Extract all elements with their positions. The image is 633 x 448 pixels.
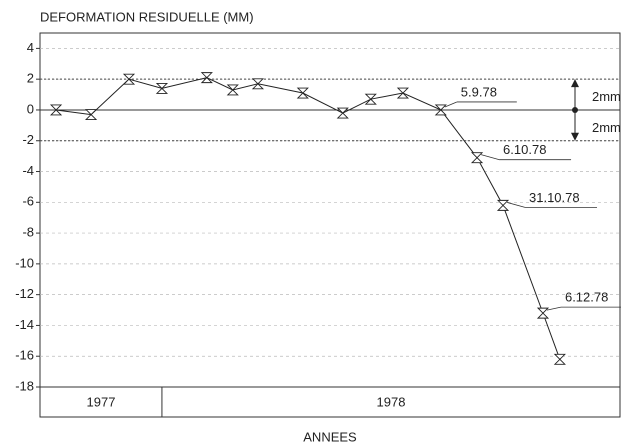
point-marker	[336, 107, 349, 119]
year-label: 1978	[377, 394, 406, 409]
y-tick-label: -16	[15, 348, 34, 363]
annotation-leader	[480, 154, 500, 161]
y-tick-label: 0	[27, 101, 34, 116]
point-marker	[470, 152, 484, 164]
point-marker	[536, 307, 550, 319]
point-marker	[84, 109, 98, 121]
point-marker	[251, 78, 264, 90]
frame	[39, 32, 621, 418]
annotation: 6.10.78	[503, 142, 546, 157]
chart-title: DEFORMATION RESIDUELLE (MM)	[40, 9, 254, 24]
annotation-leader	[444, 101, 457, 108]
y-tick-label: -10	[15, 255, 34, 270]
point-marker	[155, 82, 169, 94]
point-marker	[296, 87, 309, 99]
annotation: 6.12.78	[565, 290, 608, 305]
y-tick-label: -6	[22, 194, 34, 209]
annotation: 5.9.78	[461, 84, 497, 99]
arrow-head	[571, 132, 579, 141]
x-axis-label: ANNEES	[303, 429, 357, 444]
point-marker	[496, 199, 510, 211]
y-tick-label: -2	[22, 132, 34, 147]
band-label: 2mm	[592, 120, 621, 135]
point-marker	[364, 93, 377, 105]
point-marker	[122, 73, 136, 85]
y-tick-label: -8	[22, 225, 34, 240]
band-label: 2mm	[592, 89, 621, 104]
y-tick-label: -18	[15, 378, 34, 393]
year-label: 1977	[87, 394, 116, 409]
point-marker	[226, 84, 239, 96]
y-tick-label: -4	[22, 163, 34, 178]
arrow-head	[571, 79, 579, 88]
point-marker	[200, 72, 213, 84]
annotation: 31.10.78	[529, 190, 580, 205]
point-marker	[434, 104, 447, 116]
annotation-leader	[546, 306, 562, 311]
point-marker	[49, 104, 63, 116]
y-tick-label: -14	[15, 317, 34, 332]
band-center	[572, 106, 578, 113]
annotation-leader	[506, 201, 526, 208]
y-tick-label: 4	[27, 40, 34, 55]
data-line	[55, 77, 561, 360]
y-tick-label: -12	[15, 286, 34, 301]
point-marker	[553, 353, 566, 365]
y-tick-label: 2	[27, 71, 34, 86]
point-marker	[396, 87, 409, 99]
